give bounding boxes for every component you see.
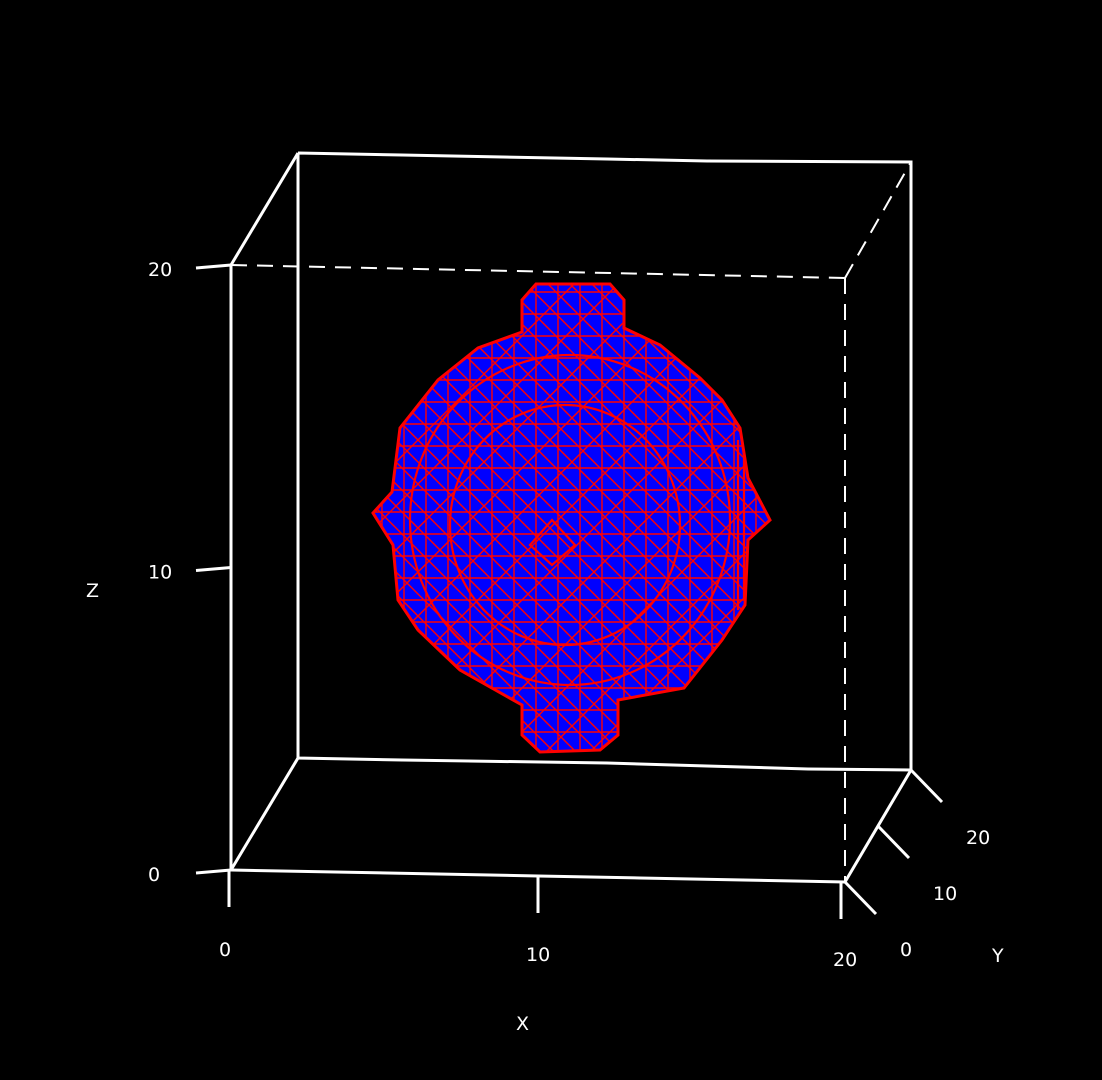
- box-edge-bottom-left: [229, 757, 300, 871]
- z-tick-label: 10: [148, 562, 172, 584]
- z-tick-label: 20: [148, 259, 172, 281]
- mesh-line: [423, 284, 770, 752]
- z-axis: 0 10 20: [148, 259, 232, 886]
- mesh-line: [373, 284, 595, 752]
- z-tick-mark: [195, 263, 232, 270]
- isosurface-ring-outer: [408, 353, 732, 687]
- y-tick-label: 20: [966, 827, 990, 849]
- z-tick-label: 0: [148, 864, 160, 886]
- mesh-line: [373, 284, 727, 752]
- mesh-line: [445, 284, 770, 752]
- mesh-line: [489, 284, 770, 752]
- mesh-line: [533, 284, 770, 752]
- mesh-line: [571, 284, 770, 752]
- mesh-line: [373, 284, 617, 752]
- mesh-line: [511, 284, 770, 752]
- mesh-line: [373, 284, 633, 752]
- y-tick-label: 0: [900, 939, 912, 961]
- mesh-line: [527, 284, 770, 752]
- mesh-line: [373, 284, 639, 752]
- mesh-line: [467, 284, 770, 752]
- y-tick-mark: [876, 824, 911, 860]
- isosurface-ring-inner: [448, 403, 682, 647]
- mesh-line: [373, 284, 705, 752]
- mesh-line: [439, 284, 770, 752]
- x-tick-label: 20: [833, 949, 857, 971]
- box-hidden-top-right: [844, 161, 912, 279]
- box-back-face: [296, 151, 913, 772]
- y-tick-label: 10: [933, 883, 957, 905]
- y-axis-label: Y: [991, 945, 1004, 967]
- y-axis: 0 10 20: [843, 768, 990, 961]
- mesh-line: [373, 284, 677, 752]
- mesh-line: [373, 284, 749, 752]
- x-axis: 0 10 20: [219, 870, 857, 971]
- mesh-line: [555, 284, 770, 752]
- isosurface-center-knob: [528, 518, 577, 567]
- mesh-line: [373, 284, 683, 752]
- y-tick-mark: [909, 768, 944, 804]
- mesh-line: [373, 284, 721, 752]
- z-axis-label: Z: [86, 580, 99, 602]
- isosurface-rings: [408, 353, 746, 687]
- mesh-line: [401, 284, 770, 752]
- mesh-line: [373, 284, 589, 752]
- x-tick-label: 0: [219, 939, 231, 961]
- z-tick-mark: [195, 566, 232, 572]
- mesh-line: [577, 284, 770, 752]
- z-tick-mark: [195, 868, 232, 875]
- mesh-line: [483, 284, 770, 752]
- isosurface-fill: [371, 282, 772, 754]
- box-hidden-edges: [230, 161, 912, 882]
- y-tick-mark: [843, 880, 878, 916]
- box-edge-top-left: [229, 152, 300, 266]
- x-tick-label: 10: [526, 944, 550, 966]
- x-axis-label: X: [516, 1013, 529, 1035]
